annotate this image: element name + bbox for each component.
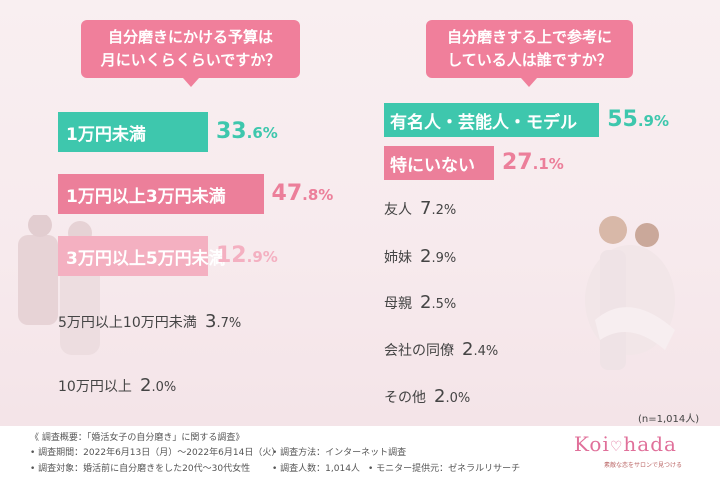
left-bar-label-2: 3万円以上5万円未満 xyxy=(66,248,226,269)
left-value-dec-0: .6% xyxy=(246,124,278,142)
right-value-dec-1: .1% xyxy=(532,155,564,173)
brand-tagline: 素敵な恋をサロンで見つける xyxy=(604,462,683,469)
left-value-int-0: 33 xyxy=(216,119,247,144)
footer-count: • 調査人数：1,014人 xyxy=(272,464,360,474)
wedding-couple-illustration xyxy=(585,216,675,370)
left-value-dec-2: .9% xyxy=(246,248,278,266)
right-value-5: 2.4% xyxy=(462,330,498,370)
right-value-dec-6: .0% xyxy=(445,391,471,406)
left-value-int-4: 2 xyxy=(140,375,152,396)
right-bar-label-6: その他 xyxy=(384,390,426,406)
right-question-box: 自分磨きする上で参考に している人は誰ですか？ xyxy=(426,20,633,78)
left-bar-2: 3万円以上5万円未満 xyxy=(58,236,226,276)
left-bar-0: 1万円未満 xyxy=(58,112,208,152)
left-value-0: 33.6% xyxy=(216,112,278,152)
left-bar-4: 10万円以上 xyxy=(58,366,132,406)
right-bar-label-2: 友人 xyxy=(384,202,412,218)
right-value-4: 2.5% xyxy=(420,283,456,323)
right-bar-1: 特にいない xyxy=(384,146,494,180)
right-value-dec-2: .2% xyxy=(431,203,457,218)
right-value-3: 2.9% xyxy=(420,237,456,277)
footer-provider: • モニター提供元：ゼネラルリサーチ xyxy=(368,464,521,474)
left-bar-3: 5万円以上10万円未満 xyxy=(58,302,197,342)
right-bar-label-1: 特にいない xyxy=(390,155,475,176)
right-value-dec-3: .9% xyxy=(431,251,457,266)
right-value-int-3: 2 xyxy=(420,246,432,267)
left-value-dec-1: .8% xyxy=(302,186,334,204)
right-value-2: 7.2% xyxy=(420,189,456,229)
right-value-int-0: 55 xyxy=(607,107,638,132)
sample-size-note: (n=1,014人) xyxy=(638,414,700,425)
left-value-int-2: 12 xyxy=(216,243,247,268)
right-value-int-1: 27 xyxy=(502,150,533,175)
left-value-dec-4: .0% xyxy=(151,380,177,395)
right-value-6: 2.0% xyxy=(434,377,470,417)
left-question-box: 自分磨きにかける予算は 月にいくらくらいですか？ xyxy=(81,20,300,78)
left-value-4: 2.0% xyxy=(140,366,176,406)
right-value-1: 27.1% xyxy=(502,143,564,183)
footer-period: • 調査期間：2022年6月13日（月）～2022年6月14日（火） xyxy=(30,448,281,458)
left-value-dec-3: .7% xyxy=(216,316,242,331)
right-bar-5: 会社の同僚 xyxy=(384,333,454,367)
left-value-1: 47.8% xyxy=(272,174,334,214)
left-bar-label-4: 10万円以上 xyxy=(58,379,132,395)
left-question-line1: 自分磨きにかける予算は xyxy=(107,28,273,46)
left-value-2: 12.9% xyxy=(216,236,278,276)
left-value-int-1: 47 xyxy=(271,181,303,206)
right-bar-label-4: 母親 xyxy=(384,296,412,312)
left-value-int-3: 3 xyxy=(205,311,217,332)
right-value-int-5: 2 xyxy=(462,339,474,360)
right-bar-4: 母親 xyxy=(384,286,412,320)
right-question-line2: している人は誰ですか？ xyxy=(447,51,612,69)
left-question-line2: 月にいくらくらいですか？ xyxy=(100,51,281,69)
left-bar-label-3: 5万円以上10万円未満 xyxy=(58,315,197,331)
left-question-tail xyxy=(183,78,199,87)
right-value-dec-5: .4% xyxy=(473,344,499,359)
left-bar-label-1: 1万円以上3万円未満 xyxy=(66,186,226,207)
right-bar-label-0: 有名人・芸能人・モデル xyxy=(390,112,577,133)
footer-target: • 調査対象：婚活前に自分磨きをした20代～30代女性 xyxy=(30,464,251,474)
left-value-3: 3.7% xyxy=(205,302,241,342)
right-value-int-6: 2 xyxy=(434,386,446,407)
right-bar-0: 有名人・芸能人・モデル xyxy=(384,103,600,137)
right-bar-2: 友人 xyxy=(384,192,412,226)
right-question-line1: 自分磨きする上で参考に xyxy=(446,28,612,46)
brand-logo-right: hada xyxy=(623,432,677,456)
right-question-tail xyxy=(521,78,537,87)
footer-title: 《 調査概要：「婚活女子の自分磨き」に関する調査》 xyxy=(30,433,245,443)
survey-footer: 《 調査概要：「婚活女子の自分磨き」に関する調査》 • 調査期間：2022年6月… xyxy=(0,426,720,480)
right-bar-3: 姉妹 xyxy=(384,240,412,274)
right-bar-label-3: 姉妹 xyxy=(384,250,412,266)
left-bar-label-0: 1万円未満 xyxy=(66,124,146,145)
right-value-int-2: 7 xyxy=(420,198,432,219)
brand-logo-left: Koi xyxy=(574,432,610,456)
right-bar-6: その他 xyxy=(384,380,426,414)
right-value-dec-4: .5% xyxy=(431,297,457,312)
left-bar-1: 1万円以上3万円未満 xyxy=(58,174,264,214)
right-value-dec-0: .9% xyxy=(637,112,669,130)
right-bar-label-5: 会社の同僚 xyxy=(384,343,454,359)
heart-icon: ♡ xyxy=(609,439,624,455)
right-value-0: 55.9% xyxy=(607,100,669,140)
footer-method: • 調査方法：インターネット調査 xyxy=(272,448,407,458)
right-value-int-4: 2 xyxy=(420,292,432,313)
brand-logo: Koi♡hada xyxy=(574,432,677,456)
